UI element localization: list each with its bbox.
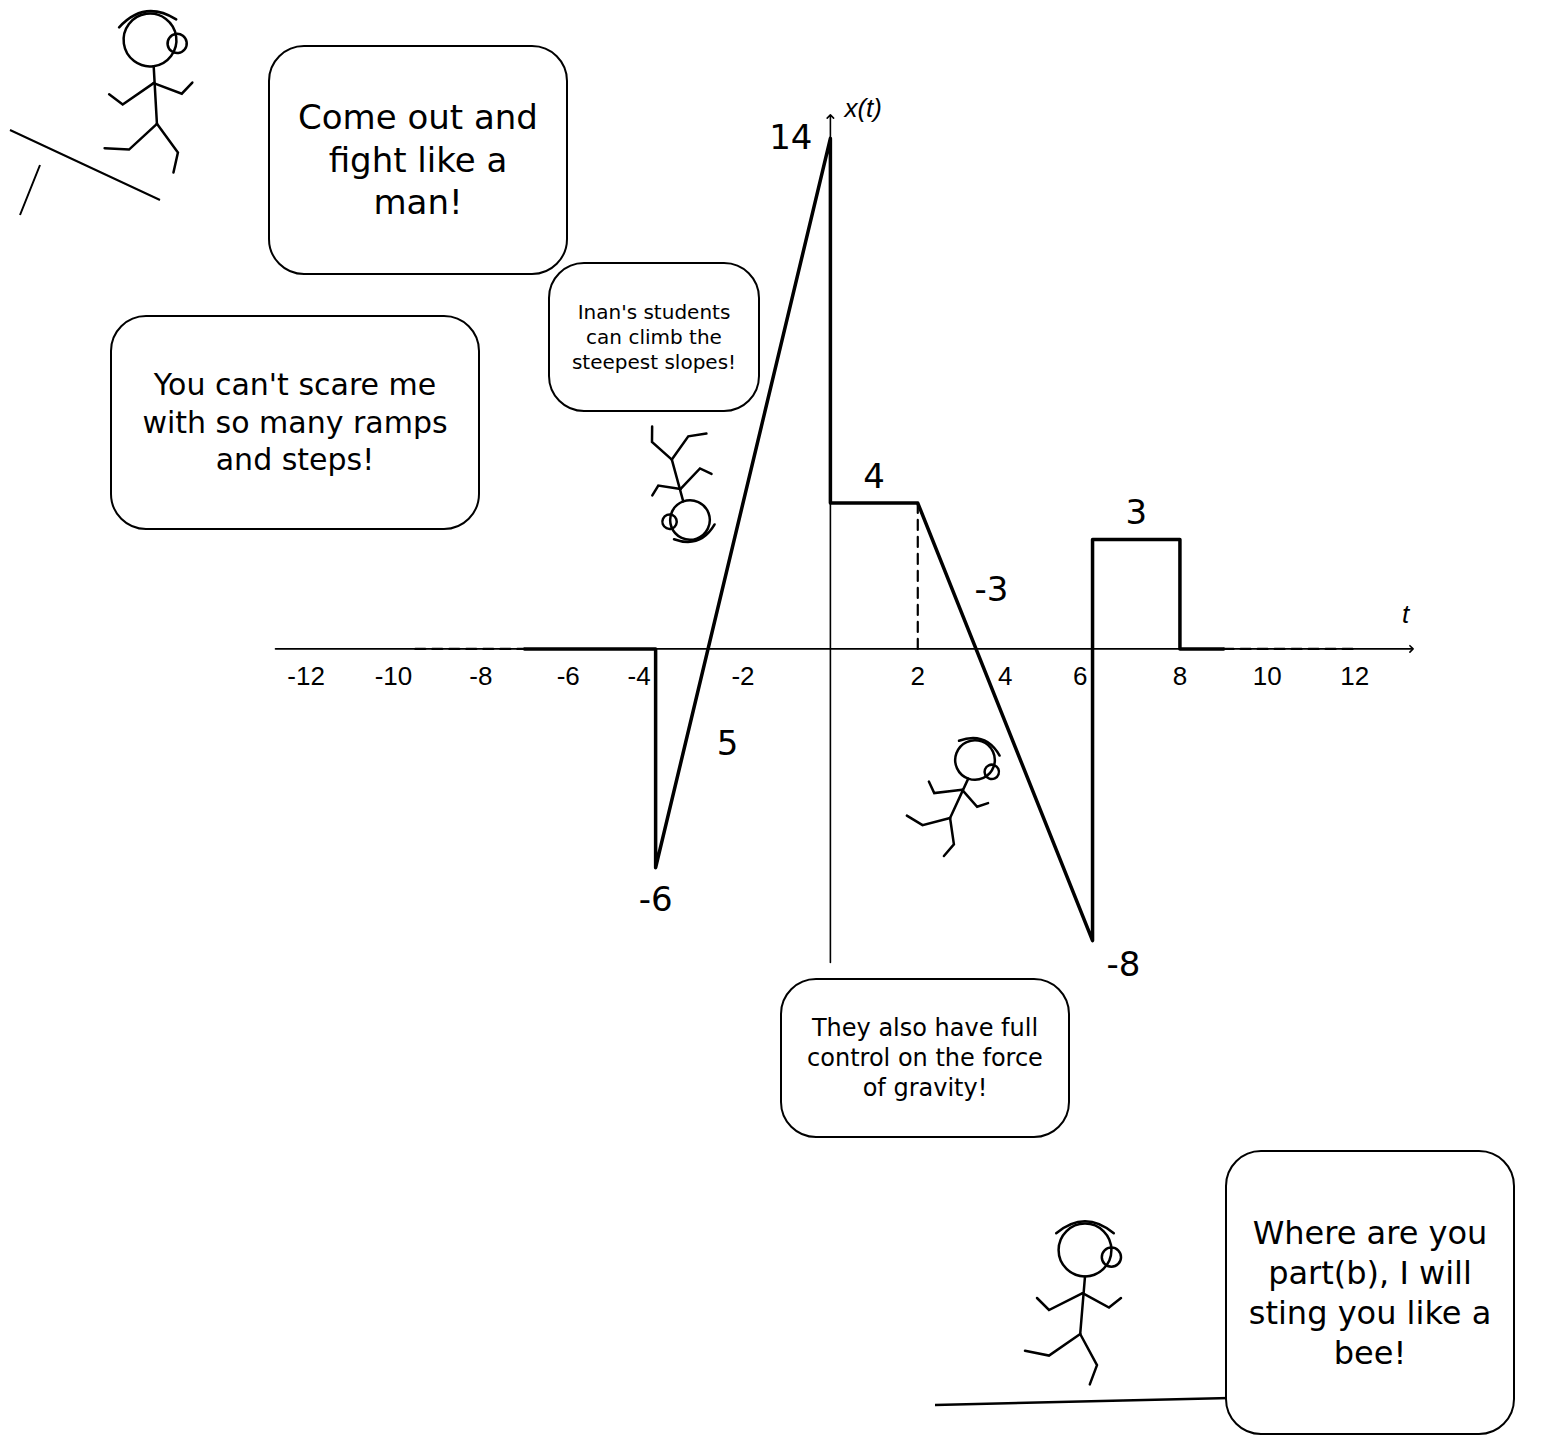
svg-text:4: 4 — [998, 661, 1012, 691]
html-text:Come out and fight like a man!: Come out and fight like a man! — [298, 97, 538, 223]
svg-text:-6: -6 — [557, 661, 580, 691]
svg-text:-8: -8 — [1107, 944, 1141, 984]
html-text:Inan's students can climb the: Inan's students can climb the steepest s… — [571, 299, 737, 374]
svg-text:-10: -10 — [375, 661, 413, 691]
svg-text:5: 5 — [717, 723, 739, 763]
svg-text:-4: -4 — [627, 661, 650, 691]
svg-text:-2: -2 — [731, 661, 754, 691]
svg-text:2: 2 — [911, 661, 925, 691]
html-text:Where are you part(b), I will: Where are you part(b), I will sting you … — [1248, 1213, 1492, 1372]
html-text:They also have full control on: They also have full control on the force… — [807, 1014, 1043, 1102]
svg-text:14: 14 — [769, 117, 812, 157]
html-text:You can't scare me with so man: You can't scare me with so many ramps an… — [142, 367, 448, 478]
svg-text:t: t — [1402, 599, 1411, 629]
svg-text:6: 6 — [1073, 661, 1087, 691]
svg-text:-3: -3 — [975, 569, 1009, 609]
svg-text:4: 4 — [863, 456, 885, 496]
svg-text:8: 8 — [1173, 661, 1187, 691]
svg-text:12: 12 — [1340, 661, 1369, 691]
svg-text:x(t): x(t) — [842, 93, 882, 123]
svg-text:-6: -6 — [639, 879, 673, 919]
svg-text:-12: -12 — [287, 661, 325, 691]
svg-text:-8: -8 — [469, 661, 492, 691]
svg-text:10: 10 — [1253, 661, 1282, 691]
svg-text:3: 3 — [1125, 492, 1147, 532]
